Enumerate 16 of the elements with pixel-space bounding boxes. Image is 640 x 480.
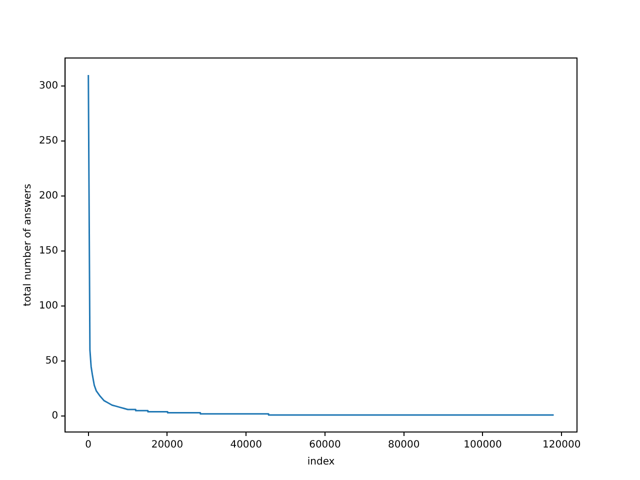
y-axis-title: total number of answers (22, 184, 34, 306)
x-tick-label: 0 (85, 440, 92, 451)
x-tick-label: 120000 (542, 440, 581, 451)
y-tick-label: 0 (52, 410, 58, 422)
y-tick-label: 300 (38, 80, 58, 92)
y-tick-label: 50 (45, 356, 58, 367)
y-tick-label: 150 (38, 246, 58, 257)
x-tick-label: 80000 (388, 440, 420, 451)
x-tick-label: 60000 (309, 440, 341, 451)
y-tick-label: 100 (38, 300, 58, 312)
x-tick-label: 100000 (464, 440, 502, 451)
x-tick-label: 40000 (230, 440, 262, 451)
y-tick-label: 200 (38, 190, 58, 202)
x-tick-label: 20000 (151, 440, 184, 451)
x-axis-title: index (307, 456, 335, 468)
y-tick-label: 250 (38, 136, 58, 147)
